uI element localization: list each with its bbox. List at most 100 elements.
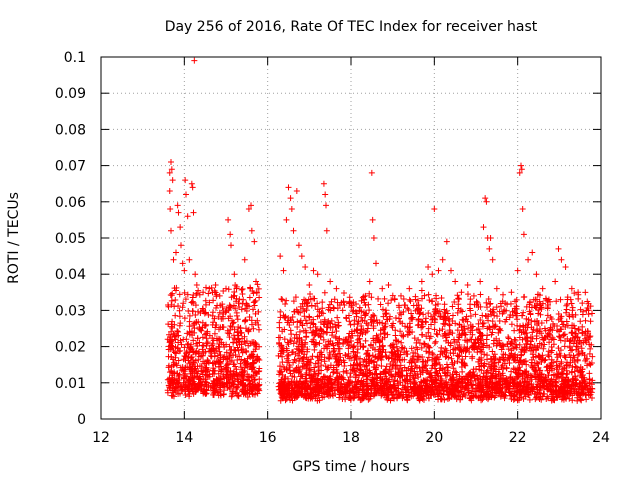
x-tick-label: 16 [259, 430, 277, 446]
data-point [415, 336, 422, 343]
y-axis-label: ROTI / TECUs [6, 192, 22, 284]
data-point [184, 385, 191, 392]
data-point [217, 324, 224, 331]
data-point [392, 327, 399, 334]
data-point [236, 338, 243, 345]
data-point [364, 347, 371, 354]
data-point [410, 302, 417, 309]
data-point [226, 330, 233, 337]
data-point [174, 344, 181, 351]
data-point [329, 329, 336, 336]
data-point [224, 327, 231, 334]
data-point [165, 362, 172, 369]
data-point [216, 309, 223, 316]
data-point [362, 302, 369, 309]
y-tick-label: 0.07 [55, 159, 86, 175]
data-point-outlier [225, 216, 232, 223]
data-point-outlier [169, 177, 176, 184]
data-point [256, 343, 263, 350]
data-point [250, 373, 257, 380]
data-point [184, 291, 191, 298]
data-point-outlier [186, 256, 193, 263]
data-point-outlier [518, 162, 524, 169]
data-point [517, 323, 524, 330]
data-point [203, 284, 209, 291]
data-point [302, 317, 309, 324]
data-point [191, 325, 198, 332]
data-point [202, 322, 209, 329]
data-point [164, 336, 171, 343]
data-point-outlier [539, 285, 546, 292]
data-point [211, 315, 218, 322]
data-point [205, 373, 212, 380]
data-point [217, 375, 224, 382]
data-point [231, 292, 238, 299]
data-point [279, 296, 286, 303]
data-point [176, 348, 183, 355]
data-point [553, 298, 560, 305]
data-point-outlier [248, 227, 255, 234]
data-point [340, 368, 347, 375]
data-point-outlier [558, 256, 565, 263]
data-point-outlier [489, 256, 496, 263]
data-point [230, 302, 237, 309]
data-point [183, 381, 190, 388]
data-point [483, 368, 490, 375]
data-point [496, 326, 503, 333]
data-point [172, 312, 179, 319]
data-point [212, 322, 219, 329]
data-point [225, 368, 232, 375]
data-point [233, 385, 240, 392]
data-point [167, 380, 174, 387]
data-point [505, 334, 512, 341]
data-point [210, 297, 217, 304]
data-point-outlier [191, 57, 198, 64]
data-point [301, 313, 308, 320]
data-point [169, 324, 176, 331]
data-point [209, 309, 216, 316]
y-tick-label: 0.09 [55, 86, 86, 102]
data-point [223, 349, 230, 356]
data-point [171, 285, 178, 292]
data-point-outlier [298, 253, 305, 260]
data-point-outlier [373, 260, 379, 267]
data-point [326, 301, 333, 308]
data-point [172, 296, 179, 303]
data-point [400, 295, 407, 302]
data-point [207, 384, 214, 391]
data-point [307, 324, 314, 331]
data-point [191, 369, 198, 376]
data-point-outlier [193, 282, 200, 289]
data-point [171, 361, 178, 368]
data-point [196, 339, 203, 346]
data-point-outlier [190, 209, 197, 216]
data-point [563, 309, 570, 316]
data-point [336, 394, 343, 401]
data-point [484, 304, 491, 311]
data-point [186, 323, 193, 330]
data-point [171, 349, 178, 356]
data-point [171, 370, 178, 377]
data-point [177, 383, 184, 390]
data-point-outlier [483, 198, 490, 205]
data-point [433, 368, 440, 375]
y-tick-label: 0.04 [55, 267, 86, 283]
data-point [575, 295, 582, 302]
data-point [238, 371, 245, 378]
data-point [303, 307, 310, 314]
data-point-outlier [323, 227, 330, 234]
data-point [483, 336, 490, 343]
data-point [335, 345, 342, 352]
data-point-outlier [333, 285, 340, 292]
data-point [243, 307, 250, 314]
data-point [276, 319, 283, 326]
data-point-outlier [293, 187, 300, 194]
data-point [293, 331, 300, 338]
data-point [169, 343, 176, 350]
data-point [177, 364, 184, 371]
data-point-outlier [520, 231, 527, 238]
data-point [241, 382, 248, 389]
data-point [325, 355, 332, 362]
